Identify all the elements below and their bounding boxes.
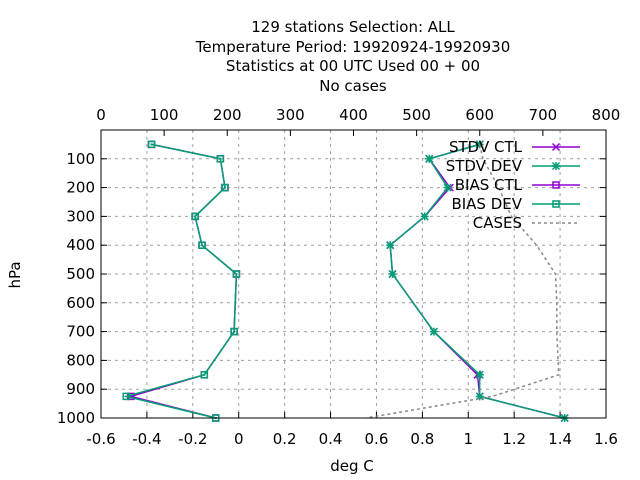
x2-tick-label: 400: [339, 106, 368, 124]
legend-marker: [551, 161, 561, 171]
title-line-3: Statistics at 00 UTC Used 00 + 00: [226, 57, 480, 75]
data-point-stdv-dev: [388, 269, 397, 279]
title-line-1: 129 stations Selection: ALL: [251, 18, 455, 36]
x-axis-label: deg C: [330, 457, 374, 475]
y-tick-label: 600: [66, 294, 95, 312]
series-line-bias-dev: [123, 143, 238, 419]
y-tick-label: 400: [66, 236, 95, 254]
legend-entry-cases: CASES: [473, 214, 580, 232]
legend-label: STDV CTL: [449, 138, 523, 156]
x2-tick-label: 700: [529, 106, 558, 124]
x2-tick-label: 0: [96, 106, 106, 124]
ticks: -0.6 -0.4 -0.2 0 0.2 0.4 0.6 0.8 1 1.2 1.4 1.6 0 100 2…: [57, 106, 621, 448]
x-tick-label: -0.4: [132, 430, 161, 448]
legend-entry-bias-ctl: BIAS CTL: [455, 176, 580, 194]
legend-label: BIAS CTL: [455, 176, 523, 194]
x2-tick-label: 800: [592, 106, 621, 124]
series-bias-ctl: [127, 140, 241, 422]
data-point-bias-dev: [232, 270, 241, 278]
series-bias-dev: [122, 140, 241, 422]
legend-entry-bias-dev: BIAS DEV: [451, 195, 580, 213]
x-tick-label: -0.6: [86, 430, 115, 448]
legend-marker: [552, 200, 560, 208]
data-point-stdv-dev: [429, 327, 438, 336]
data-point-stdv-dev: [386, 241, 395, 250]
y-tick-label: 100: [66, 150, 95, 168]
x-tick-label: 0.4: [319, 430, 343, 448]
x2-tick-label: 600: [465, 106, 494, 124]
x2-tick-label: 300: [276, 106, 305, 124]
legend-label: BIAS DEV: [451, 195, 522, 213]
data-point-bias-dev: [216, 155, 225, 163]
y-tick-label: 200: [66, 179, 95, 197]
data-point-stdv-dev: [420, 212, 429, 221]
y-tick-label: 700: [66, 323, 95, 341]
title-line-2: Temperature Period: 19920924-19920930: [195, 38, 511, 56]
series-cases: [365, 144, 560, 419]
x-tick-label: 0: [234, 430, 244, 448]
x2-tick-label: 100: [150, 106, 179, 124]
x-tick-label: 0.8: [410, 430, 434, 448]
y-tick-label: 300: [66, 207, 95, 225]
x-tick-label: 0.2: [273, 430, 297, 448]
y-axis-label: hPa: [6, 261, 24, 288]
data-point-bias-dev: [191, 212, 199, 221]
data-point-stdv-dev: [425, 154, 434, 163]
data-point-bias-dev: [147, 140, 156, 149]
legend-label: CASES: [473, 214, 522, 232]
grid: [100, 130, 607, 419]
title-line-4: No cases: [319, 77, 387, 95]
data-point-bias-dev: [200, 371, 209, 379]
x-tick-label: 1: [463, 430, 473, 448]
data-point-stdv-dev: [475, 370, 484, 379]
data-point-bias-dev: [122, 392, 130, 401]
y-tick-label: 1000: [57, 409, 95, 427]
data-point-stdv-dev: [443, 183, 452, 192]
series-line-cases: [365, 144, 560, 419]
x2-tick-label: 200: [213, 106, 242, 124]
series-line-stdv-dev: [389, 143, 565, 419]
x-tick-label: -0.2: [178, 430, 207, 448]
x-tick-label: 1.6: [594, 430, 618, 448]
series-stdv-dev: [386, 140, 569, 423]
x-tick-label: 1.4: [548, 430, 572, 448]
y-tick-label: 900: [66, 380, 95, 398]
legend-marker: [551, 142, 561, 152]
x-tick-label: 0.6: [365, 430, 389, 448]
data-point-bias-dev: [221, 183, 229, 192]
x-tick-label: 1.2: [502, 430, 526, 448]
legend-entry-stdv-ctl: STDV CTL: [449, 138, 580, 156]
y-tick-label: 800: [66, 351, 95, 369]
x2-tick-label: 500: [402, 106, 431, 124]
chart-title: 129 stations Selection: ALL Temperature …: [195, 18, 511, 95]
legend-label: STDV DEV: [446, 157, 523, 175]
plot-frame: [100, 129, 607, 419]
data-point-bias-dev: [230, 327, 238, 336]
data-point-bias-dev: [198, 241, 206, 249]
y-tick-label: 500: [66, 265, 95, 283]
legend-marker: [552, 181, 560, 189]
legend-entry-stdv-dev: STDV DEV: [446, 157, 580, 175]
